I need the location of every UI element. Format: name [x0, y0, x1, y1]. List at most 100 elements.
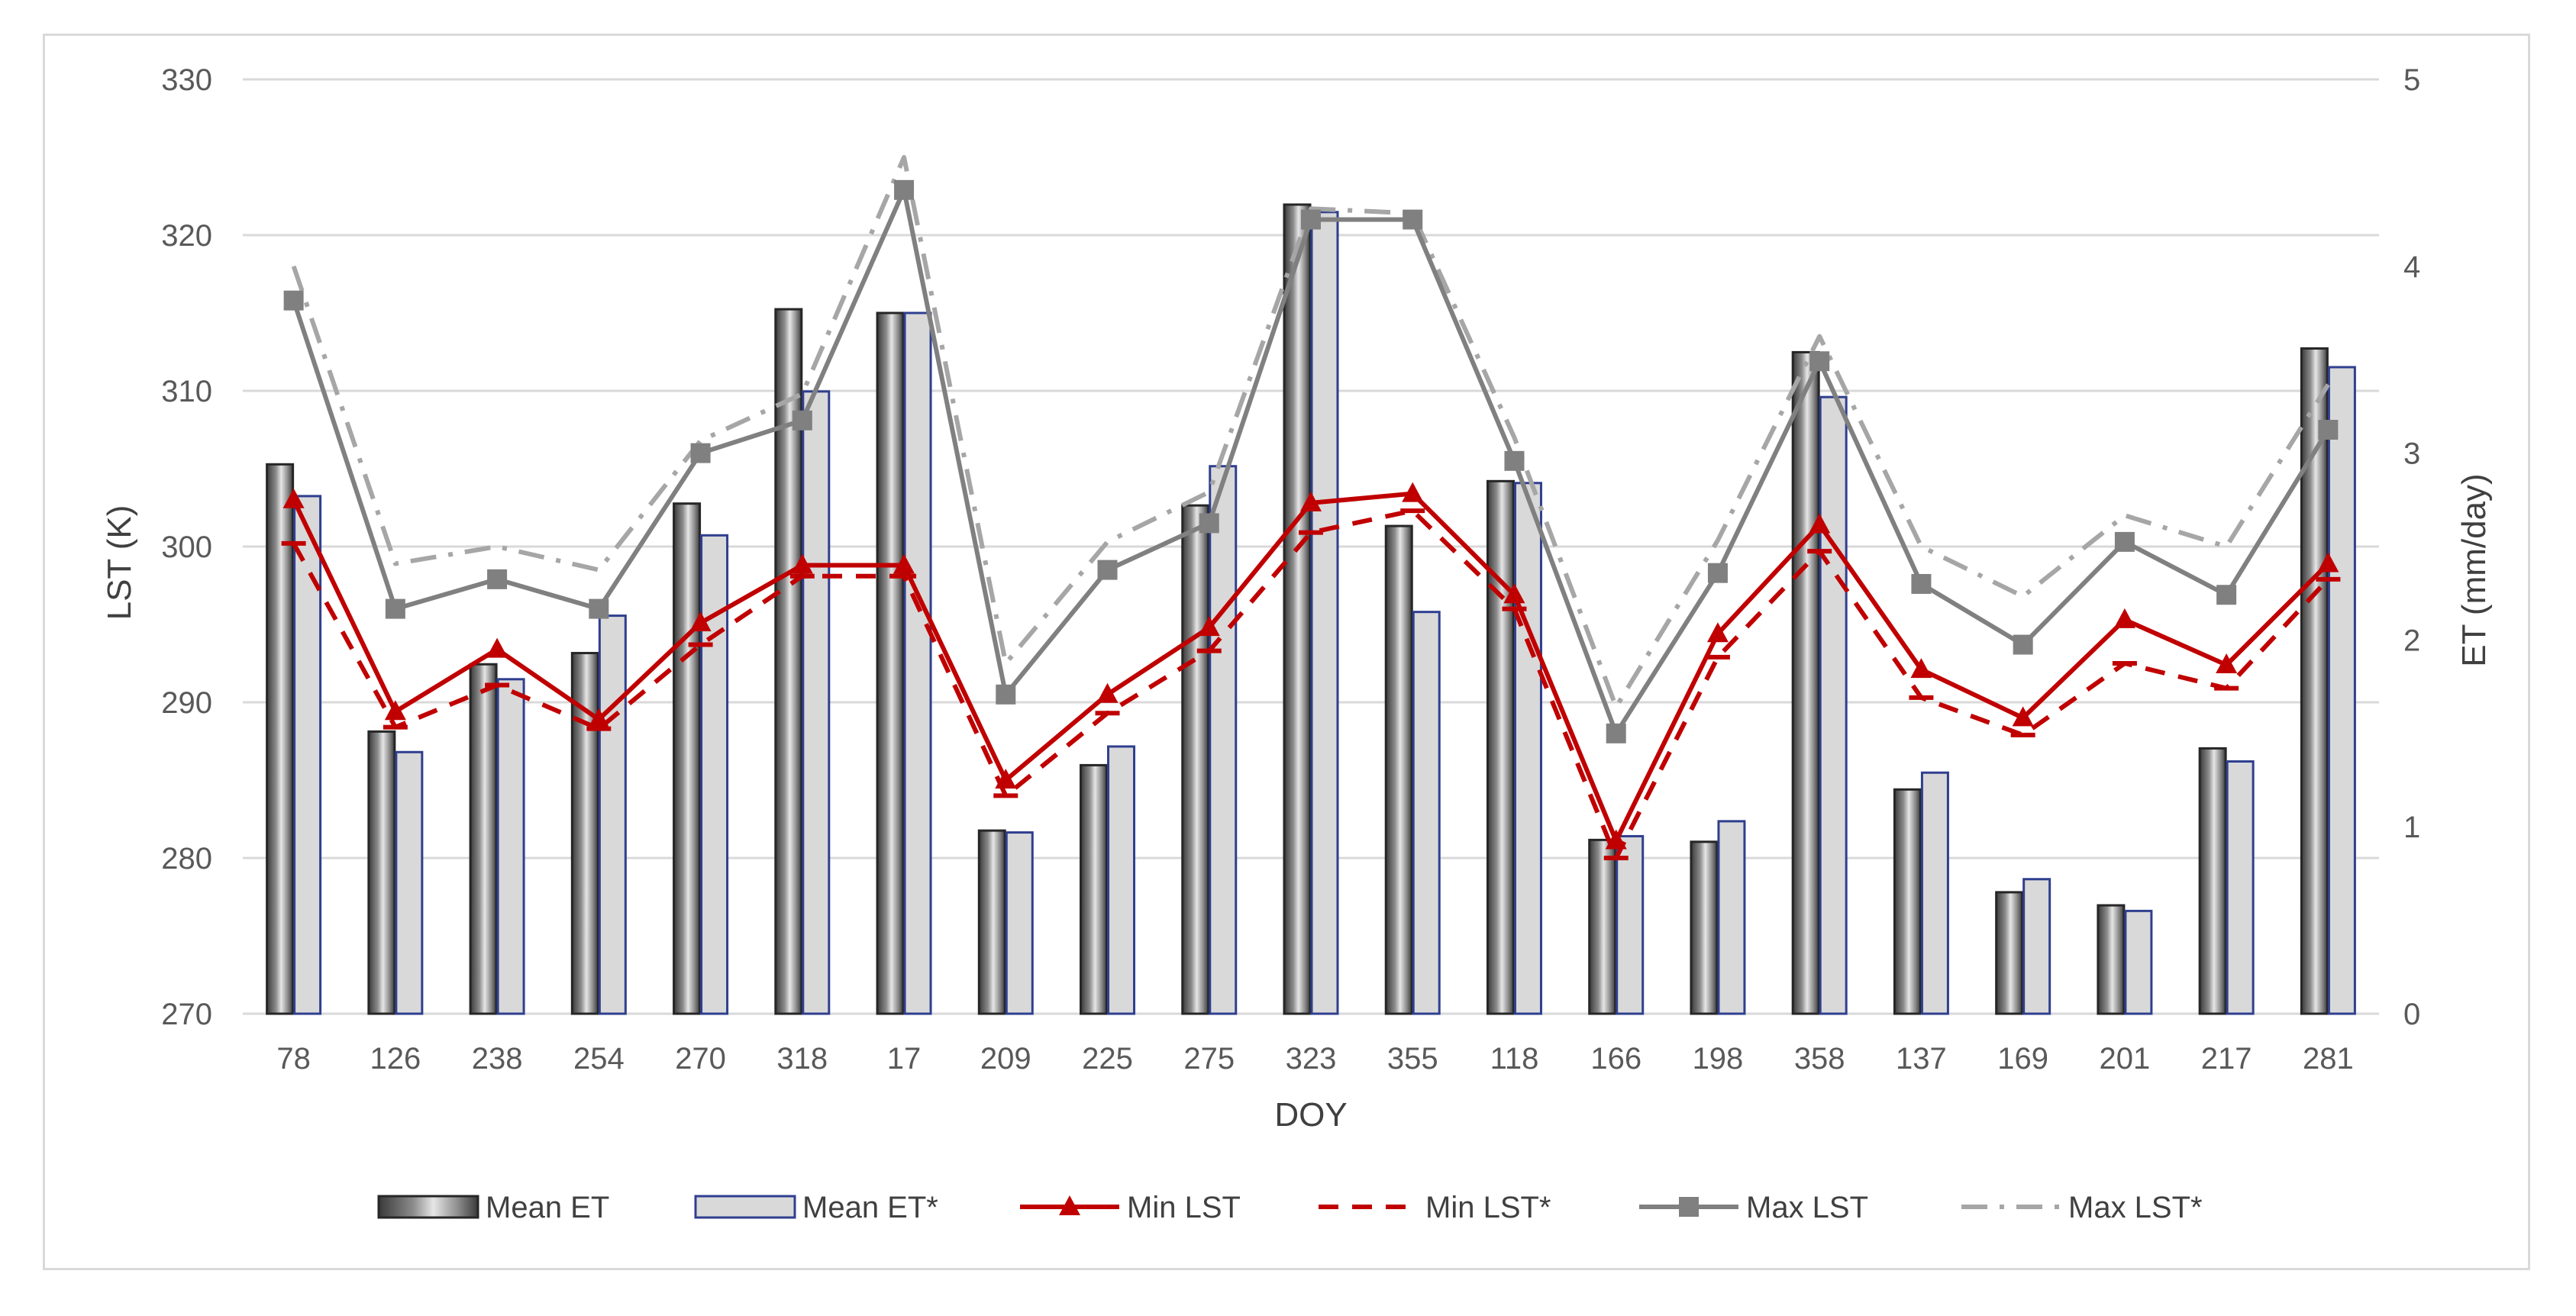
x-tick-label: 201 — [2100, 1042, 2151, 1076]
bar-mean-et-star — [1513, 482, 1542, 1015]
bar-mean-et — [1995, 891, 2024, 1015]
x-tick-label: 166 — [1590, 1042, 1641, 1076]
point-min-lst — [2317, 552, 2339, 573]
bar-mean-et-star — [1819, 395, 1848, 1015]
bar-mean-et-star — [2327, 366, 2356, 1015]
bar-mean-et-star — [1920, 771, 1949, 1015]
x-tick-label: 281 — [2303, 1042, 2354, 1076]
x-tick-label: 17 — [887, 1042, 922, 1076]
point-max-lst — [1199, 513, 1219, 534]
bar-mean-et-star — [293, 495, 322, 1015]
bar-mean-et-star — [700, 534, 729, 1015]
point-max-lst — [1301, 209, 1321, 230]
legend-swatch-mean-et — [377, 1195, 479, 1219]
x-tick-label: 225 — [1082, 1042, 1133, 1076]
point-min-lst — [1910, 658, 1932, 679]
bar-mean-et-star — [1616, 834, 1645, 1015]
point-max-lst — [1707, 563, 1728, 583]
bar-mean-et-star — [903, 311, 932, 1015]
point-min-lst — [1706, 622, 1729, 643]
legend-label-mean-et-star: Mean ET* — [802, 1191, 938, 1224]
point-min-lst — [2113, 608, 2135, 628]
point-min-lst — [893, 553, 915, 574]
bar-mean-et-star — [1005, 831, 1034, 1015]
right-tick-label: 1 — [2403, 811, 2420, 844]
bar-mean-et-star — [1209, 465, 1238, 1015]
bar-mean-et-star — [2022, 878, 2051, 1015]
x-axis-ticks: 78 126 238 254 270 318 17 209 225 275 323 355 118 166… — [276, 1042, 2353, 1076]
bar-mean-et — [266, 463, 295, 1015]
point-max-lst — [385, 598, 405, 619]
bar-mean-et-star — [598, 614, 627, 1015]
bar-mean-et — [1486, 479, 1515, 1015]
point-min-lst — [689, 611, 712, 631]
point-max-lst — [1403, 209, 1423, 230]
bar-series — [266, 203, 2356, 1015]
bar-mean-et — [2198, 747, 2227, 1015]
point-max-lst — [2114, 531, 2135, 552]
x-tick-label: 209 — [980, 1042, 1031, 1076]
point-min-lst — [1402, 482, 1424, 502]
bar-mean-et — [2300, 347, 2329, 1015]
point-min-lst — [1809, 513, 1831, 534]
x-tick-label: 137 — [1896, 1042, 1947, 1076]
point-max-lst — [1911, 573, 1932, 594]
bar-mean-et — [1181, 504, 1210, 1015]
point-min-lst — [1300, 491, 1322, 511]
x-tick-label: 198 — [1693, 1042, 1744, 1076]
bar-mean-et — [1588, 838, 1617, 1015]
right-tick-label: 2 — [2403, 624, 2420, 657]
bar-mean-et-star — [1717, 820, 1746, 1015]
bar-mean-et — [1791, 350, 1820, 1015]
legend-label-min-lst: Min LST — [1127, 1191, 1241, 1224]
point-max-lst — [1606, 723, 1626, 743]
right-tick-label: 5 — [2403, 63, 2420, 97]
bar-mean-et-star — [395, 750, 424, 1015]
x-axis-title: DOY — [1274, 1096, 1347, 1134]
x-tick-label: 126 — [370, 1042, 421, 1076]
x-tick-label: 318 — [776, 1042, 828, 1076]
point-min-lst — [995, 769, 1017, 789]
bar-mean-et — [1690, 840, 1719, 1015]
bar-mean-et — [977, 829, 1006, 1015]
right-axis-ticks: 0 1 2 3 4 5 — [2403, 63, 2420, 1031]
point-min-lst — [791, 553, 813, 574]
bar-mean-et-star — [2226, 760, 2255, 1015]
point-max-lst — [1504, 450, 1525, 471]
line-max-lst-star — [291, 155, 2330, 710]
left-tick-label: 270 — [161, 998, 212, 1031]
bar-mean-et — [1384, 524, 1413, 1015]
bar-mean-et — [1283, 203, 1312, 1015]
y-axis-left-title: LST (K) — [101, 505, 138, 621]
point-min-lst — [2216, 653, 2238, 674]
point-min-lst — [384, 700, 406, 721]
point-min-lst — [2012, 706, 2034, 727]
chart-frame: 270 280 290 300 310 320 330 0 1 2 3 4 5 78 126 238 254… — [43, 34, 2530, 1270]
legend-label-max-lst: Max LST — [1746, 1191, 1868, 1224]
left-tick-label: 310 — [161, 375, 212, 408]
left-tick-label: 300 — [161, 531, 212, 564]
x-tick-label: 217 — [2201, 1042, 2252, 1076]
point-max-lst — [487, 569, 508, 589]
x-tick-label: 238 — [472, 1042, 523, 1076]
line-min-lst-star — [291, 508, 2330, 860]
left-tick-label: 330 — [161, 63, 212, 97]
left-axis-ticks: 270 280 290 300 310 320 330 — [161, 63, 212, 1031]
legend-label-mean-et: Mean ET — [486, 1191, 609, 1224]
bar-mean-et-star — [1412, 611, 1441, 1015]
bar-mean-et — [2097, 904, 2126, 1015]
right-tick-label: 0 — [2403, 998, 2420, 1031]
point-max-lst — [1097, 560, 1118, 580]
bar-mean-et-star — [496, 678, 525, 1015]
point-max-lst — [2013, 634, 2033, 655]
point-max-lst — [792, 410, 812, 431]
point-max-lst — [589, 598, 609, 619]
bar-mean-et-star — [1107, 745, 1136, 1015]
bar-mean-et — [1080, 763, 1109, 1015]
point-min-lst — [486, 637, 508, 658]
bar-mean-et — [876, 311, 905, 1015]
point-min-lst — [588, 708, 610, 728]
x-tick-label: 275 — [1183, 1042, 1235, 1076]
bar-mean-et — [1893, 788, 1922, 1015]
right-tick-label: 3 — [2403, 437, 2420, 471]
